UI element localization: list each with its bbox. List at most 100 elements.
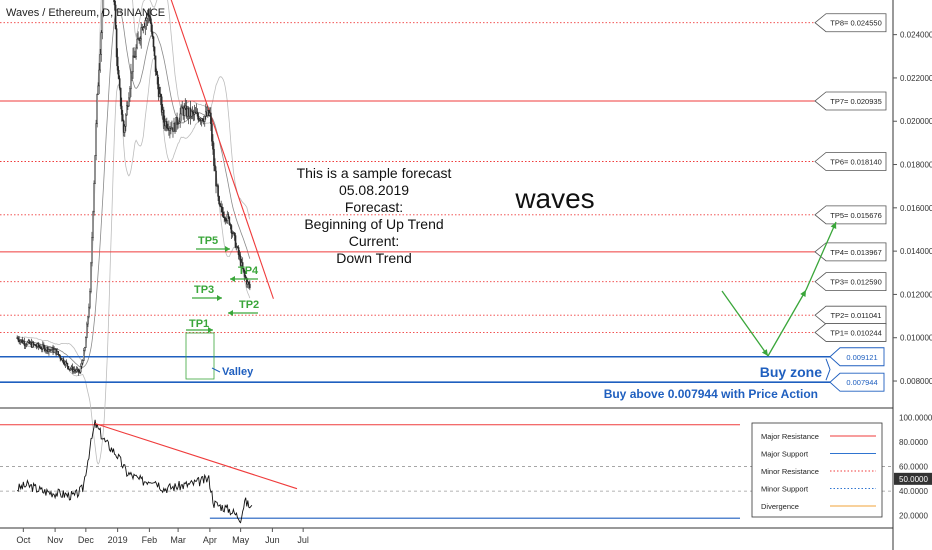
candle-body <box>160 96 163 113</box>
candle-body <box>25 344 28 346</box>
candle-body <box>222 211 224 218</box>
note-line: Current: <box>349 233 400 249</box>
osc-legend-label: Major Resistance <box>761 432 819 441</box>
tp-label: TP3= 0.012590 <box>830 278 882 287</box>
candle-body <box>128 97 130 107</box>
candle-body <box>159 93 162 98</box>
candle-body <box>236 246 239 248</box>
tp-callout <box>814 13 887 33</box>
candle-body <box>213 148 215 166</box>
candle-body <box>65 361 68 364</box>
resistance-trendline <box>170 0 274 299</box>
candle-body <box>71 366 74 372</box>
forecast-arrowhead <box>800 290 806 297</box>
candle-body <box>227 214 230 218</box>
history-tp-label: TP2 <box>239 299 259 311</box>
history-marks: TP1 TP2 TP3 TP4 TP5 Valley <box>185 235 259 380</box>
candle-body <box>97 85 99 95</box>
candle-body <box>224 217 227 221</box>
candle-body <box>143 26 146 28</box>
candle-body <box>94 155 96 184</box>
forecast-arrow <box>767 289 807 357</box>
candle-body <box>211 123 213 142</box>
price-tick-label: 0.010000 <box>900 334 932 343</box>
candle-body <box>117 69 120 79</box>
candle-body <box>59 355 62 359</box>
candle-body <box>218 196 220 205</box>
candle-body <box>178 121 180 124</box>
history-arrowhead <box>208 327 213 333</box>
candle-body <box>210 112 212 124</box>
forecast-arrowhead <box>761 349 768 356</box>
osc-legend-label: Minor Resistance <box>761 467 819 476</box>
history-tp-label: TP3 <box>194 284 214 296</box>
candle-body <box>88 306 90 318</box>
forecast-note: This is a sample forecast 05.08.2019 For… <box>297 165 452 266</box>
candle-body <box>136 38 138 49</box>
candle-body <box>217 185 219 197</box>
candle-body <box>135 47 137 58</box>
candle-body <box>81 360 84 364</box>
candle-body <box>66 362 69 367</box>
candle-body <box>79 366 82 373</box>
buy-zone-value: 0.009121 <box>846 353 877 362</box>
candle-body <box>57 351 59 355</box>
history-arrowhead <box>228 310 233 316</box>
candle-body <box>214 165 216 172</box>
buy-instruction: Buy above 0.007944 with Price Action <box>604 387 818 401</box>
candle-body <box>162 109 165 123</box>
candle-body <box>157 83 160 97</box>
osc-tick-label: 80.0000 <box>899 438 928 447</box>
candle-body <box>102 0 105 14</box>
candle-body <box>121 114 124 122</box>
tp-callout <box>814 242 887 262</box>
history-tp-label: TP5 <box>198 235 218 247</box>
candle-body <box>242 268 245 272</box>
candle-body <box>93 183 95 213</box>
axes: 0.024000 0.022000 0.020000 0.018000 0.016000… <box>16 31 932 545</box>
time-tick-label: Nov <box>47 535 64 545</box>
candle-body <box>167 127 169 130</box>
candle-body <box>114 4 117 29</box>
note-line: Beginning of Up Trend <box>304 216 443 232</box>
valley-box <box>185 332 215 380</box>
candle-body <box>34 344 37 347</box>
note-line: Forecast: <box>345 199 403 215</box>
history-tp-label: TP1 <box>189 318 209 330</box>
candle-body <box>183 107 186 116</box>
forecast-arrowhead <box>830 222 837 229</box>
candle-body <box>48 349 50 353</box>
candle-body <box>62 358 65 363</box>
osc-current-badge <box>894 472 932 485</box>
candle-body <box>87 316 89 325</box>
candle-body <box>196 111 199 117</box>
oscillator-panel: Major Resistance Major Support Minor Resis… <box>0 419 893 524</box>
candle-body <box>39 346 42 349</box>
tp-callout <box>814 205 887 225</box>
candle-body <box>181 106 183 109</box>
time-tick-label: Dec <box>78 535 95 545</box>
time-tick-label: Oct <box>16 535 31 545</box>
candle-body <box>129 88 131 99</box>
candle-body <box>28 340 31 344</box>
candle-body <box>176 117 178 125</box>
tp-label: TP5= 0.015676 <box>830 211 882 220</box>
candle-body <box>101 12 104 33</box>
candle-body <box>116 56 119 71</box>
candle-body <box>19 340 22 342</box>
price-tick-label: 0.014000 <box>900 247 932 256</box>
candle-body <box>84 347 86 351</box>
tp-label: TP2= 0.011041 <box>831 311 882 320</box>
candle-body <box>40 348 43 350</box>
forecast-arrow <box>805 221 837 291</box>
valley-label: Valley <box>222 366 254 378</box>
candle-body <box>197 115 200 121</box>
history-arrowhead <box>225 246 230 252</box>
candle-body <box>144 20 147 27</box>
tp-levels: TP8= 0.024550 TP7= 0.020935 TP6= 0.018140 T… <box>0 0 887 342</box>
candle-body <box>21 339 24 344</box>
time-tick-label: Feb <box>142 535 158 545</box>
candle-body <box>208 110 210 116</box>
candle-body <box>45 349 47 352</box>
candles <box>16 0 251 376</box>
